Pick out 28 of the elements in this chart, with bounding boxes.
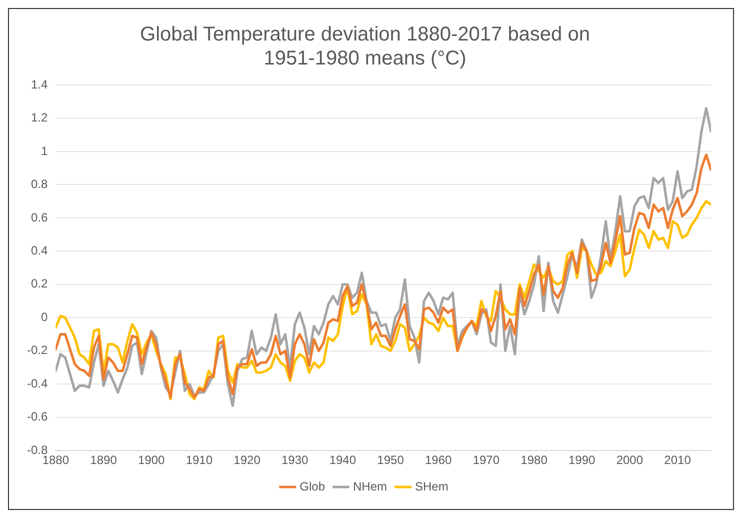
- y-tick-label: -0.4: [26, 376, 48, 390]
- y-tick-label: 0: [40, 310, 48, 324]
- x-tick-label: 1900: [138, 453, 166, 468]
- x-tick-label: 1910: [186, 453, 213, 468]
- x-tick-label: 2010: [664, 453, 692, 468]
- y-tick-label: 0.6: [30, 210, 48, 224]
- y-tick-label: 0.8: [30, 177, 48, 192]
- y-tick-label: -0.2: [26, 343, 48, 358]
- legend-label: Glob: [300, 479, 326, 494]
- x-tick-label: 1960: [424, 453, 452, 468]
- x-tick-label: 2000: [616, 453, 644, 468]
- chart-title: Global Temperature deviation 1880-2017 based on 1951-1980 means (°C): [140, 24, 590, 70]
- x-tick-label: 1920: [234, 453, 261, 468]
- x-tick-label: 1970: [472, 453, 500, 468]
- x-tick-label: 1980: [520, 453, 548, 468]
- legend-label: SHem: [415, 479, 448, 494]
- y-tick-label: 1: [40, 144, 48, 158]
- y-tick-label: 1.4: [30, 77, 48, 92]
- legend-label: NHem: [353, 479, 388, 494]
- y-tick-label: 1.2: [30, 110, 48, 125]
- x-tick-label: 1990: [568, 453, 596, 468]
- x-tick-label: 1930: [281, 453, 309, 468]
- y-tick-label: 0.4: [30, 243, 48, 258]
- x-tick-label: 1950: [377, 453, 404, 468]
- x-tick-label: 1890: [90, 453, 118, 468]
- x-tick-label: 1940: [329, 453, 356, 468]
- y-tick-label: -0.6: [26, 410, 48, 424]
- y-tick-label: 0.2: [30, 276, 48, 291]
